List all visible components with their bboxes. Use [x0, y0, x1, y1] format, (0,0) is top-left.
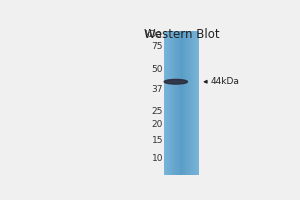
Text: kDa: kDa [144, 30, 162, 39]
Text: 44kDa: 44kDa [211, 77, 240, 86]
Text: 25: 25 [152, 107, 163, 116]
Text: Western Blot: Western Blot [144, 28, 220, 41]
Text: 15: 15 [152, 136, 163, 145]
Text: 20: 20 [152, 120, 163, 129]
Text: 10: 10 [152, 154, 163, 163]
Ellipse shape [164, 79, 188, 84]
Text: 75: 75 [152, 42, 163, 51]
Text: 37: 37 [152, 85, 163, 94]
Text: 50: 50 [152, 65, 163, 74]
